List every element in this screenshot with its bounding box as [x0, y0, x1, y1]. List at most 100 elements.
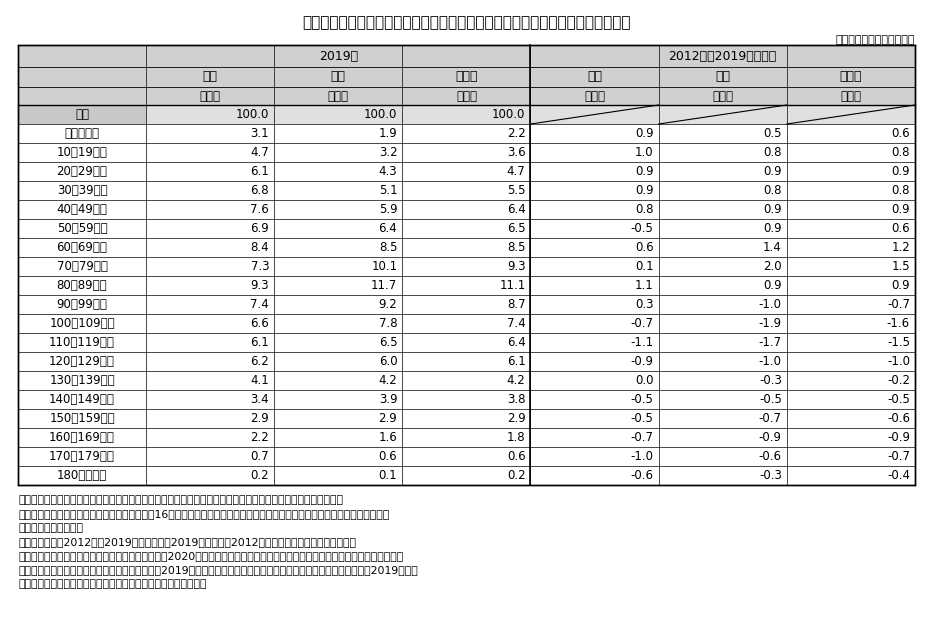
Bar	[787, 200, 915, 219]
Bar	[402, 200, 531, 219]
Bar	[18, 238, 146, 257]
Bar	[146, 124, 274, 143]
Text: （注）　１）集計対象は、日本標準産業分類の16大産業に属し、５人以上の常用労働者を雇用する民公営事業所、調査産業計: （注） １）集計対象は、日本標準産業分類の16大産業に属し、５人以上の常用労働者…	[18, 509, 389, 519]
Bar	[18, 67, 146, 87]
Text: 6.6: 6.6	[250, 317, 269, 330]
Text: 0.2: 0.2	[507, 469, 525, 482]
Text: 6.1: 6.1	[507, 355, 525, 368]
Text: ３）「賃金構造基本統計調査」は令和２（2020）年調査から一部の調査事項や推計方法などが変更されているが、本集: ３）「賃金構造基本統計調査」は令和２（2020）年調査から一部の調査事項や推計方…	[18, 551, 403, 561]
Text: 0.8: 0.8	[892, 184, 910, 197]
Bar	[402, 105, 531, 124]
Text: 60～69時間: 60～69時間	[57, 241, 107, 254]
Bar	[18, 333, 146, 352]
Text: 4.1: 4.1	[250, 374, 269, 387]
Bar	[274, 314, 402, 333]
Bar	[659, 219, 787, 238]
Text: 100.0: 100.0	[492, 108, 525, 121]
Text: 160～169時間: 160～169時間	[49, 431, 115, 444]
Text: 10.1: 10.1	[371, 260, 397, 273]
Text: 0.1: 0.1	[635, 260, 654, 273]
Text: 5.9: 5.9	[379, 203, 397, 216]
Bar	[146, 181, 274, 200]
Text: 1.6: 1.6	[379, 431, 397, 444]
Bar	[402, 257, 531, 276]
Bar	[18, 466, 146, 485]
Bar	[146, 238, 274, 257]
Text: 0.5: 0.5	[763, 127, 782, 140]
Text: 0.8: 0.8	[763, 146, 782, 159]
Bar	[18, 276, 146, 295]
Text: 1.1: 1.1	[635, 279, 654, 292]
Bar	[402, 466, 531, 485]
Bar	[531, 333, 659, 352]
Text: 合計: 合計	[75, 108, 89, 121]
Text: -1.5: -1.5	[887, 336, 910, 349]
Text: 1.4: 1.4	[763, 241, 782, 254]
Text: 4.2: 4.2	[379, 374, 397, 387]
Text: 1.5: 1.5	[891, 260, 910, 273]
Text: 5.1: 5.1	[379, 184, 397, 197]
Text: ２）「2012年～2019年の変化」は2019年の値から2012年の値を差し引いたものである。: ２）「2012年～2019年の変化」は2019年の値から2012年の値を差し引い…	[18, 537, 356, 547]
Text: -0.2: -0.2	[887, 374, 910, 387]
Text: -0.5: -0.5	[887, 393, 910, 406]
Bar	[402, 238, 531, 257]
Text: 90～99時間: 90～99時間	[57, 298, 107, 311]
Bar	[659, 333, 787, 352]
Text: 2.9: 2.9	[379, 412, 397, 425]
Text: 50～59時間: 50～59時間	[57, 222, 107, 235]
Bar	[787, 162, 915, 181]
Text: 2019年: 2019年	[319, 50, 358, 62]
Bar	[402, 409, 531, 428]
Bar	[18, 143, 146, 162]
Text: -0.7: -0.7	[631, 431, 654, 444]
Bar	[146, 162, 274, 181]
Bar	[18, 45, 146, 67]
Bar	[274, 67, 402, 87]
Bar	[146, 333, 274, 352]
Text: 6.4: 6.4	[507, 336, 525, 349]
Text: 0.6: 0.6	[635, 241, 654, 254]
Bar	[402, 333, 531, 352]
Bar	[18, 45, 915, 485]
Bar	[531, 67, 659, 87]
Text: -0.7: -0.7	[887, 298, 910, 311]
Text: 0.8: 0.8	[635, 203, 654, 216]
Bar	[274, 124, 402, 143]
Bar	[531, 181, 659, 200]
Bar	[659, 162, 787, 181]
Bar	[531, 295, 659, 314]
Bar	[274, 390, 402, 409]
Text: 7.6: 7.6	[250, 203, 269, 216]
Text: -0.4: -0.4	[887, 469, 910, 482]
Bar	[531, 428, 659, 447]
Bar	[146, 390, 274, 409]
Text: 女性: 女性	[716, 71, 731, 83]
Text: -1.0: -1.0	[759, 298, 782, 311]
Bar	[659, 257, 787, 276]
Text: 0.9: 0.9	[891, 279, 910, 292]
Text: 3.8: 3.8	[507, 393, 525, 406]
Text: 男性: 男性	[587, 71, 602, 83]
Text: 0.6: 0.6	[891, 222, 910, 235]
Bar	[146, 45, 531, 67]
Text: 0.9: 0.9	[763, 222, 782, 235]
Text: 6.5: 6.5	[379, 336, 397, 349]
Text: 7.4: 7.4	[250, 298, 269, 311]
Text: -0.9: -0.9	[631, 355, 654, 368]
Bar	[146, 352, 274, 371]
Text: 2012年～2019年の変化: 2012年～2019年の変化	[669, 50, 777, 62]
Text: 2.2: 2.2	[250, 431, 269, 444]
Bar	[531, 200, 659, 219]
Bar	[787, 466, 915, 485]
Text: -0.7: -0.7	[887, 450, 910, 463]
Bar	[402, 162, 531, 181]
Text: 2.2: 2.2	[507, 127, 525, 140]
Bar	[402, 181, 531, 200]
Text: 6.1: 6.1	[250, 336, 269, 349]
Text: 6.1: 6.1	[250, 165, 269, 178]
Bar	[531, 257, 659, 276]
Bar	[146, 219, 274, 238]
Text: 150～159時間: 150～159時間	[49, 412, 115, 425]
Text: 資料出所　厚生労働省「賃金構造基本統計調査」の個票をもとに厚生労働省政策統括官付政策統括室で独自集計: 資料出所 厚生労働省「賃金構造基本統計調査」の個票をもとに厚生労働省政策統括官付…	[18, 495, 343, 505]
Text: 0.9: 0.9	[763, 279, 782, 292]
